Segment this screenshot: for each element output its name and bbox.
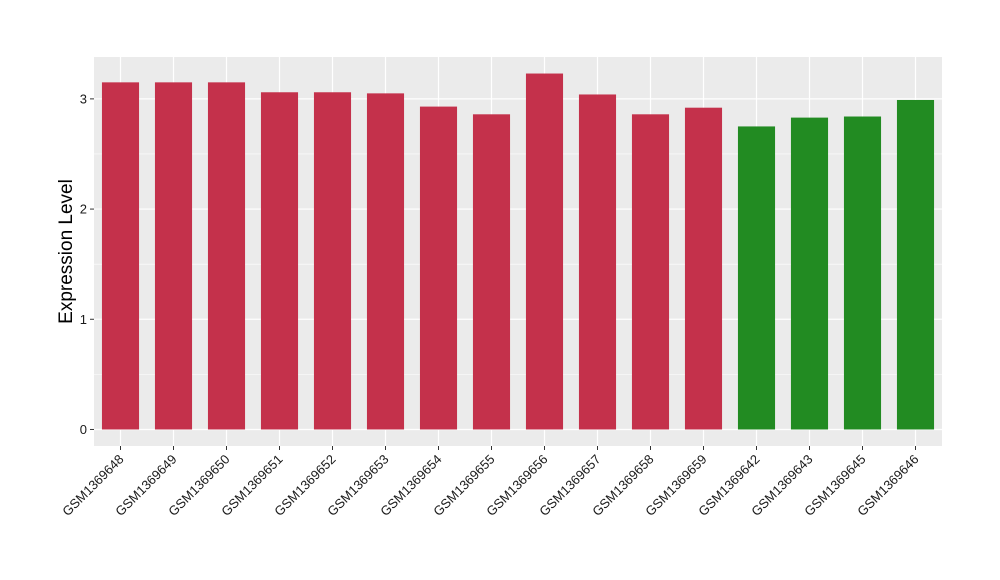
bars (101, 73, 935, 430)
bar-GSM1369653 (366, 93, 405, 430)
bar-GSM1369651 (260, 92, 299, 430)
bar-GSM1369645 (843, 116, 882, 430)
bar-GSM1369659 (684, 107, 723, 430)
bar-GSM1369657 (578, 94, 617, 430)
bar-GSM1369650 (207, 82, 246, 430)
bar-GSM1369649 (154, 82, 193, 430)
y-tick-label: 0 (80, 422, 87, 437)
bar-GSM1369654 (419, 106, 458, 430)
y-axis: 0 1 2 3 (80, 91, 94, 437)
bar-GSM1369643 (790, 117, 829, 430)
bar-GSM1369655 (472, 114, 511, 430)
y-axis-title: Expression Level (56, 179, 77, 324)
bar-GSM1369658 (631, 114, 670, 430)
bar-GSM1369656 (525, 73, 564, 430)
bar-GSM1369652 (313, 92, 352, 430)
y-tick-label: 3 (80, 91, 87, 106)
y-tick-label: 1 (80, 312, 87, 327)
bar-GSM1369646 (896, 99, 935, 430)
y-tick-label: 2 (80, 202, 87, 217)
bar-GSM1369642 (737, 126, 776, 430)
x-axis: GSM1369648GSM1369649GSM1369650GSM1369651… (59, 446, 922, 519)
bar-GSM1369648 (101, 82, 140, 430)
